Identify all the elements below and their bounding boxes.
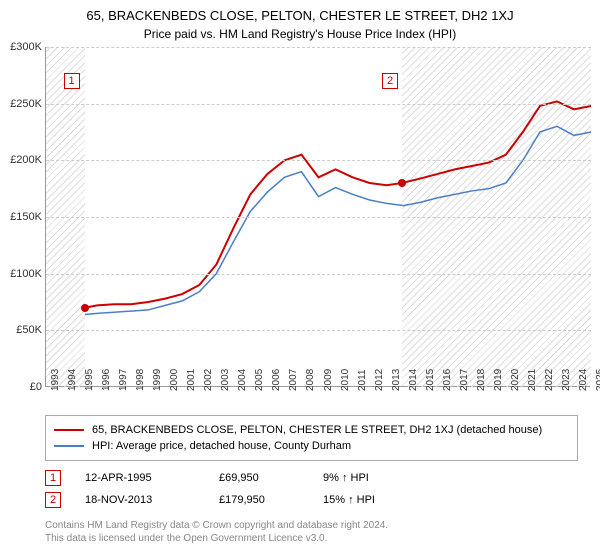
sale-date: 18-NOV-2013 (85, 494, 195, 506)
x-axis-label: 2004 (237, 369, 248, 391)
chart-container: 65, BRACKENBEDS CLOSE, PELTON, CHESTER L… (0, 0, 600, 560)
sale-marker-callout: 2 (382, 73, 398, 89)
sale-price: £69,950 (219, 472, 299, 484)
sale-point-dot (81, 304, 89, 312)
x-axis-label: 2006 (271, 369, 282, 391)
x-axis-label: 2016 (442, 369, 453, 391)
footnote-line: Contains HM Land Registry data © Crown c… (45, 519, 578, 532)
x-axis-label: 1999 (152, 369, 163, 391)
x-axis-label: 2013 (391, 369, 402, 391)
x-axis-label: 1998 (135, 369, 146, 391)
y-axis-label: £150K (10, 211, 42, 223)
sales-row: 1 12-APR-1995 £69,950 9% ↑ HPI (45, 467, 578, 489)
sales-row: 2 18-NOV-2013 £179,950 15% ↑ HPI (45, 489, 578, 511)
y-axis-label: £50K (16, 324, 42, 336)
y-axis-label: £100K (10, 268, 42, 280)
x-axis-label: 2008 (305, 369, 316, 391)
sale-date: 12-APR-1995 (85, 472, 195, 484)
x-axis-label: 2022 (544, 369, 555, 391)
x-axis-label: 1997 (118, 369, 129, 391)
legend-swatch (54, 429, 84, 431)
x-axis-label: 2002 (203, 369, 214, 391)
x-axis-label: 1994 (67, 369, 78, 391)
legend-item: HPI: Average price, detached house, Coun… (54, 438, 569, 454)
sale-point-dot (398, 179, 406, 187)
sales-table: 1 12-APR-1995 £69,950 9% ↑ HPI 2 18-NOV-… (45, 467, 578, 511)
x-axis-label: 2000 (169, 369, 180, 391)
sale-marker-box: 1 (45, 470, 61, 486)
legend: 65, BRACKENBEDS CLOSE, PELTON, CHESTER L… (45, 415, 578, 461)
sale-marker-box: 2 (45, 492, 61, 508)
chart-area: £0£50K£100K£150K£200K£250K£300K199319941… (45, 47, 590, 407)
footnote-line: This data is licensed under the Open Gov… (45, 532, 578, 545)
x-axis-label: 2024 (578, 369, 589, 391)
x-axis-label: 2015 (425, 369, 436, 391)
y-axis-label: £0 (30, 381, 42, 393)
x-axis-label: 2023 (561, 369, 572, 391)
x-axis-label: 2011 (357, 369, 368, 391)
x-axis-label: 2007 (288, 369, 299, 391)
x-axis-label: 2014 (408, 369, 419, 391)
x-axis-label: 2017 (459, 369, 470, 391)
x-axis-label: 2010 (340, 369, 351, 391)
sale-delta: 15% ↑ HPI (323, 494, 375, 506)
legend-label: 65, BRACKENBEDS CLOSE, PELTON, CHESTER L… (92, 424, 542, 436)
sale-delta: 9% ↑ HPI (323, 472, 369, 484)
x-axis-label: 2025 (595, 369, 600, 391)
x-axis-label: 2005 (254, 369, 265, 391)
y-axis-label: £300K (10, 41, 42, 53)
x-axis-label: 2019 (493, 369, 504, 391)
x-axis-label: 2012 (374, 369, 385, 391)
y-axis-label: £250K (10, 98, 42, 110)
x-axis-label: 1996 (101, 369, 112, 391)
legend-label: HPI: Average price, detached house, Coun… (92, 440, 351, 452)
sale-marker-callout: 1 (64, 73, 80, 89)
x-axis-label: 2009 (323, 369, 334, 391)
x-axis-label: 1995 (84, 369, 95, 391)
x-axis-label: 2003 (220, 369, 231, 391)
chart-title: 65, BRACKENBEDS CLOSE, PELTON, CHESTER L… (0, 0, 600, 23)
x-axis-label: 2020 (510, 369, 521, 391)
x-axis-label: 1993 (50, 369, 61, 391)
legend-swatch (54, 445, 84, 447)
legend-item: 65, BRACKENBEDS CLOSE, PELTON, CHESTER L… (54, 422, 569, 438)
footnote: Contains HM Land Registry data © Crown c… (45, 519, 578, 545)
x-axis-label: 2001 (186, 369, 197, 391)
plot-region: £0£50K£100K£150K£200K£250K£300K199319941… (45, 47, 590, 387)
chart-subtitle: Price paid vs. HM Land Registry's House … (0, 23, 600, 47)
sale-price: £179,950 (219, 494, 299, 506)
y-axis-label: £200K (10, 154, 42, 166)
x-axis-label: 2018 (476, 369, 487, 391)
x-axis-label: 2021 (527, 369, 538, 391)
